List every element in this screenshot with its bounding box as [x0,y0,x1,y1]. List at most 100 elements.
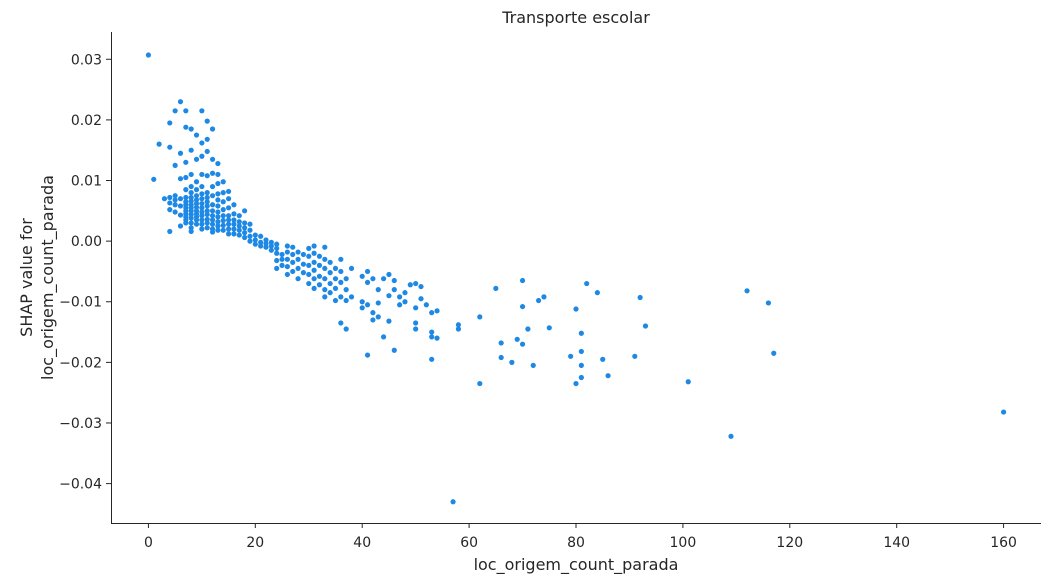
scatter-point [274,250,280,256]
scatter-point [215,191,221,197]
scatter-point [343,326,349,332]
scatter-point [300,261,307,267]
scatter-point [252,237,258,243]
scatter-point [407,282,413,288]
scatter-point [167,144,173,150]
scatter-point [236,223,242,229]
scatter-point [316,262,323,268]
scatter-point [429,334,435,340]
scatter-point [268,247,274,253]
y-tick-label: −0.01 [59,295,102,311]
y-tick-label: 0.00 [71,234,102,250]
scatter-point [429,356,435,362]
scatter-point [311,259,317,265]
scatter-point [364,279,371,285]
scatter-point [193,197,200,203]
scatter-point [172,193,178,199]
scatter-point [231,226,237,232]
scatter-point [541,294,547,300]
scatter-point [242,225,248,231]
scatter-point [242,234,248,241]
scatter-point [188,171,194,178]
scatter-point [573,306,579,312]
scatter-point [247,238,253,244]
x-tick-label: 60 [460,535,478,551]
scatter-point [295,276,301,282]
scatter-point [311,285,317,292]
scatter-point [209,156,216,162]
scatter-point [177,176,184,182]
scatter-point [578,330,584,336]
scatter-point [290,244,296,250]
scatter-point [279,251,285,258]
scatter-point [348,265,355,272]
scatter-point [332,265,339,272]
scatter-point [193,179,200,185]
x-axis-ticks: 0 20 40 60 80 100 120 140 160 [144,523,1017,551]
scatter-point [316,273,323,279]
scatter-point [455,322,462,328]
x-tick-label: 100 [670,535,697,551]
scatter-point [199,205,205,211]
scatter-point [199,171,205,178]
scatter-point [220,207,226,213]
scatter-point [322,276,328,282]
scatter-point [375,314,381,320]
x-tick-label: 20 [246,535,264,551]
scatter-point [434,335,440,341]
scatter-point [375,287,381,293]
scatter-point [247,227,253,233]
scatter-point [209,221,216,227]
scatter-point [188,208,194,214]
x-tick-label: 160 [990,535,1017,551]
scatter-point [370,276,376,282]
scatter-point [429,310,435,316]
scatter-point [225,196,232,202]
scatter-point [450,499,456,505]
scatter-point [600,356,606,362]
scatter-point [434,308,440,314]
scatter-point [375,300,381,306]
scatter-point [183,108,189,114]
scatter-point [765,300,772,306]
scatter-point [343,297,349,304]
x-tick-label: 120 [776,535,803,551]
scatter-point [204,225,210,231]
scatter-point [167,120,173,126]
scatter-point [327,280,333,287]
scatter-point [322,265,328,272]
scatter-point [204,203,210,209]
scatter-point [364,268,371,275]
scatter-point [519,303,526,310]
scatter-point [188,225,194,231]
scatter-point [402,290,408,296]
scatter-point [161,196,168,202]
scatter-point [204,148,210,155]
scatter-point [573,380,579,387]
scatter-point [177,212,184,218]
scatter-point [263,237,269,243]
scatter-point [685,379,691,385]
scatter-point [225,205,232,211]
scatter-point [215,214,221,220]
scatter-point [204,118,210,124]
scatter-point [167,228,173,235]
scatter-point [236,213,242,219]
scatter-point [215,171,221,178]
y-tick-label: 0.01 [71,174,102,190]
scatter-point [172,197,178,203]
x-tick-label: 40 [353,535,371,551]
scatter-point [145,52,152,58]
scatter-point [215,197,221,203]
scatter-point [509,359,515,365]
scatter-point [359,299,365,305]
scatter-point [498,354,504,361]
scatter-point [605,373,611,379]
scatter-point [642,323,649,329]
scatter-point [744,288,750,294]
scatter-point [338,279,344,285]
scatter-point [231,221,237,227]
scatter-point [209,208,216,214]
scatter-point [172,162,178,168]
scatter-point [209,183,216,190]
